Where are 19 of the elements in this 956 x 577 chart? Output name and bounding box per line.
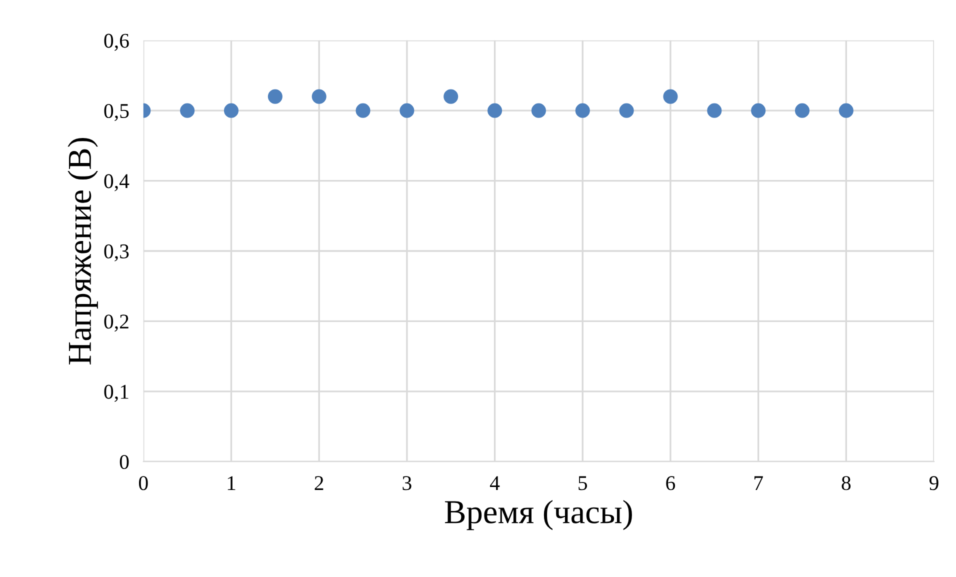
y-tick-label: 0,3: [104, 244, 129, 262]
x-tick-label: 6: [666, 476, 676, 490]
x-tick-label: 1: [228, 476, 236, 490]
y-tick-label: 0,6: [104, 34, 129, 51]
x-tick-label: 8: [842, 476, 851, 490]
x-tick-label: 9: [929, 476, 938, 490]
x-tick-label: 5: [578, 476, 588, 490]
x-axis-title: Время (часы): [444, 500, 632, 530]
y-tick-label: 0,2: [104, 314, 128, 332]
y-tick-label: 0,1: [104, 384, 128, 402]
y-axis-title: Напряжение (В): [68, 138, 98, 364]
y-tick-label: 0,5: [104, 104, 129, 122]
x-tick-label: 2: [314, 476, 324, 490]
y-tick-label: 0,4: [104, 174, 130, 192]
x-tick-label: 0: [138, 476, 148, 490]
x-tick-label: 3: [402, 476, 412, 490]
x-tick-label: 4: [490, 476, 500, 490]
x-tick-label: 7: [754, 476, 763, 490]
y-tick-label: 0: [120, 454, 129, 470]
